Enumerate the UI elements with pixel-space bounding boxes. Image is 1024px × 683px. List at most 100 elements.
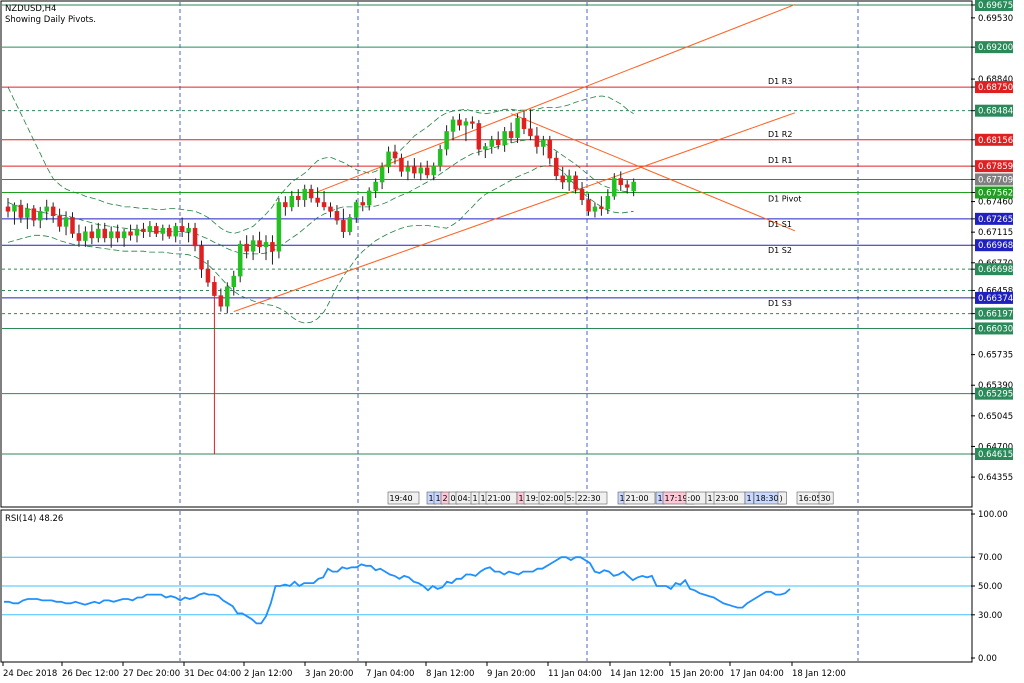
candle-body — [212, 282, 217, 296]
candle-body — [412, 166, 417, 174]
candle-body — [457, 119, 462, 126]
candle-body — [70, 217, 75, 234]
candle-body — [483, 146, 488, 150]
event-marker-label: 21:00 — [488, 494, 511, 503]
rsi-line — [4, 556, 791, 625]
candle-body — [534, 135, 540, 147]
candle-body — [366, 190, 372, 206]
candle-body — [586, 199, 591, 212]
candle-body — [38, 211, 43, 221]
price-tick-label: 0.69530 — [978, 14, 1013, 24]
event-marker-label: 21:00 — [626, 494, 649, 503]
time-tick-label: 7 Jan 04:00 — [366, 669, 414, 679]
event-marker — [623, 491, 656, 505]
candle-body — [231, 275, 236, 287]
event-marker-label: 30 — [821, 494, 831, 503]
event-marker-label: 2 — [443, 494, 448, 503]
candle-body — [25, 208, 30, 218]
price-tag-box — [975, 41, 1013, 54]
candle-body — [108, 231, 114, 239]
time-tick-label: 15 Jan 20:00 — [670, 669, 724, 679]
price-tag-label: 0.65295 — [978, 390, 1013, 400]
candle-body — [89, 231, 95, 239]
candle-body — [437, 148, 443, 167]
event-marker-label: 1 — [708, 494, 713, 503]
candle-body — [199, 245, 204, 270]
candle-body — [334, 211, 340, 221]
candle-body — [283, 202, 288, 208]
candle-body — [121, 231, 127, 239]
candle-body — [431, 165, 436, 176]
candle-body — [270, 242, 275, 252]
event-marker-label: 04: — [458, 494, 471, 503]
candle-body — [179, 226, 185, 232]
price-tag-label: 0.66698 — [978, 265, 1013, 275]
candle-body — [605, 195, 611, 209]
price-tag-label: 0.68484 — [978, 107, 1013, 117]
event-marker-label: 19:40 — [390, 494, 413, 503]
event-marker-label: 5: — [567, 494, 575, 503]
candle-body — [560, 175, 565, 183]
price-panel-frame — [0, 0, 973, 508]
candle-body — [502, 131, 507, 146]
candle-body — [257, 240, 262, 248]
bollinger-bands — [7, 86, 634, 324]
candle-body — [386, 151, 391, 168]
event-marker-label: 1 — [481, 494, 486, 503]
candle-body — [373, 181, 378, 192]
price-tags: 0.69675 0.69200 0.68750 0.68484 0.68156 0.678… — [975, 0, 1013, 460]
pivot-subtitle: Showing Daily Pivots. — [5, 15, 96, 25]
trendline — [317, 4, 796, 193]
time-tick-label: 14 Jan 12:00 — [610, 669, 664, 679]
candle-body — [528, 128, 533, 137]
price-tag-box — [975, 239, 1013, 252]
candle-body — [624, 184, 630, 188]
candle-body — [186, 227, 191, 232]
event-labels: 19:40 1 1 2 0 04: 1 1 21:00 1 19: 02:00 5: 22:30 1 21:0… — [387, 491, 834, 505]
event-marker-label: 0 — [451, 494, 456, 503]
rsi-tick-label: 50.00 — [978, 582, 1002, 592]
price-tag-box — [975, 160, 1013, 173]
price-tag-label: 0.69675 — [978, 1, 1013, 11]
time-tick-label: 31 Dec 04:00 — [184, 669, 241, 679]
event-marker-label: 02:00 — [541, 494, 564, 503]
candle-body — [547, 140, 553, 159]
candle-body — [573, 175, 578, 190]
price-tick-label: 0.65045 — [978, 412, 1013, 422]
rsi-tick-label: 0.00 — [978, 654, 997, 664]
price-tag-label: 0.66968 — [978, 241, 1013, 251]
candle-body — [237, 243, 243, 277]
trendline — [510, 113, 796, 232]
pivot-label: D1 S1 — [768, 220, 792, 229]
time-tick-label: 3 Jan 20:00 — [305, 669, 353, 679]
bollinger-middle — [7, 138, 634, 255]
candle-body — [44, 206, 49, 212]
pivot-label: D1 R2 — [768, 130, 792, 139]
event-marker-label: 1 — [519, 494, 524, 503]
candle-body — [57, 215, 62, 227]
time-tick-label: 9 Jan 20:00 — [487, 669, 535, 679]
rsi-tick-label: 100.00 — [978, 510, 1008, 520]
time-tick-label: 2 Jan 12:00 — [244, 669, 292, 679]
event-marker-label: 17:19 — [665, 494, 688, 503]
time-axis-labels: 24 Dec 2018 26 Dec 12:00 27 Dec 20:00 31 De… — [2, 662, 846, 679]
event-marker-label: 1 — [429, 494, 434, 503]
candle-body — [225, 286, 230, 307]
candle-body — [450, 119, 456, 132]
price-tag-label: 0.66374 — [978, 294, 1013, 304]
pivot-label: D1 R1 — [768, 156, 792, 165]
price-tag-box — [975, 81, 1013, 94]
pivot-label: D1 R3 — [768, 77, 792, 86]
price-tag-box — [975, 291, 1013, 304]
candle-body — [470, 121, 475, 124]
trendline — [233, 112, 796, 313]
candle-body — [379, 166, 385, 183]
candle-body — [495, 140, 501, 146]
candle-body — [276, 202, 282, 252]
rsi-tick-label: 70.00 — [978, 553, 1002, 563]
bollinger-upper — [7, 86, 634, 234]
candle-body — [399, 157, 404, 172]
symbol-title: NZDUSD,H4 — [5, 4, 56, 14]
price-tick-label: 0.66458 — [978, 286, 1013, 296]
time-tick-label: 17 Jan 04:00 — [730, 669, 784, 679]
